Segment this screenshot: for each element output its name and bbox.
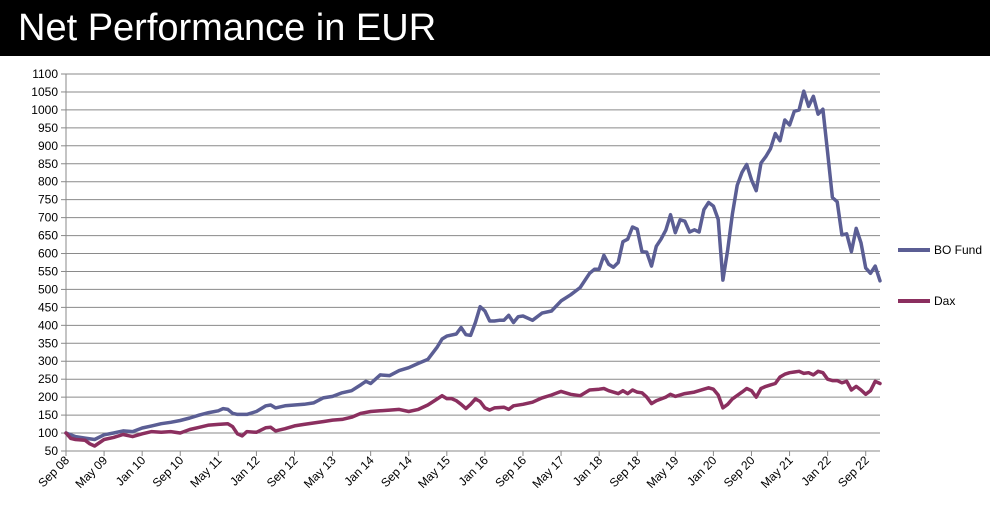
legend-label: Dax <box>934 294 955 308</box>
y-tick-label: 950 <box>38 121 58 135</box>
x-axis: Sep 08 May 09 Jan 10 Sep 10 May 11 Jan 12 Sep … <box>35 450 880 491</box>
y-tick-label: 50 <box>45 444 59 458</box>
y-axis: 50 100 150 200 250 300 350 400 450 500 550 600 650 70… <box>31 67 67 458</box>
legend-label: BO Fund <box>934 243 982 257</box>
x-tick-label: May 13 <box>301 453 339 491</box>
y-tick-label: 700 <box>38 211 58 225</box>
y-tick-label: 600 <box>38 247 58 261</box>
x-tick-label: Sep 16 <box>492 453 529 490</box>
x-tick-label: Sep 10 <box>150 453 187 490</box>
y-tick-label: 450 <box>38 300 58 314</box>
y-tick-label: 500 <box>38 282 58 296</box>
x-tick-label: Jan 12 <box>227 453 263 489</box>
x-tick-label: May 11 <box>187 453 224 490</box>
x-tick-label: Jan 22 <box>798 453 834 489</box>
y-tick-label: 550 <box>38 264 58 278</box>
y-tick-label: 1050 <box>31 85 58 99</box>
y-tick-label: 400 <box>38 318 58 332</box>
x-tick-label: Sep 12 <box>264 453 301 490</box>
x-tick-label: May 21 <box>758 453 796 491</box>
y-tick-label: 800 <box>38 175 58 189</box>
x-tick-label: Jan 20 <box>684 453 720 489</box>
legend: BO Fund Dax <box>898 243 982 308</box>
x-tick-label: Sep 22 <box>835 453 872 490</box>
x-tick-label: May 15 <box>415 453 453 491</box>
x-tick-label: Jan 10 <box>113 453 149 489</box>
y-tick-label: 200 <box>38 390 58 404</box>
y-tick-label: 150 <box>38 408 58 422</box>
x-tick-label: Sep 18 <box>607 453 644 490</box>
y-tick-label: 300 <box>38 354 58 368</box>
y-tick-label: 350 <box>38 336 58 350</box>
x-tick-label: Sep 14 <box>378 453 415 490</box>
x-tick-label: May 09 <box>72 453 110 491</box>
x-tick-label: Sep 20 <box>721 453 758 490</box>
y-tick-label: 750 <box>38 193 58 207</box>
y-tick-label: 650 <box>38 229 58 243</box>
y-tick-label: 100 <box>38 426 58 440</box>
series-group <box>64 89 882 448</box>
x-tick-label: May 19 <box>644 453 682 491</box>
y-tick-label: 900 <box>38 139 58 153</box>
y-tick-label: 1000 <box>31 103 58 117</box>
x-tick-label: Jan 18 <box>570 453 606 489</box>
x-tick-label: Sep 08 <box>35 453 72 490</box>
chart-title: Net Performance in EUR <box>18 7 437 49</box>
series-line-dax <box>64 369 882 448</box>
y-tick-label: 250 <box>38 372 58 386</box>
x-tick-label: May 17 <box>529 453 567 491</box>
y-tick-label: 1100 <box>32 67 58 81</box>
x-tick-label: Jan 14 <box>341 453 377 489</box>
title-bar: Net Performance in EUR <box>0 0 990 56</box>
series-line-bo-fund <box>64 89 882 442</box>
y-tick-label: 850 <box>38 157 58 171</box>
x-tick-label: Jan 16 <box>456 453 492 489</box>
